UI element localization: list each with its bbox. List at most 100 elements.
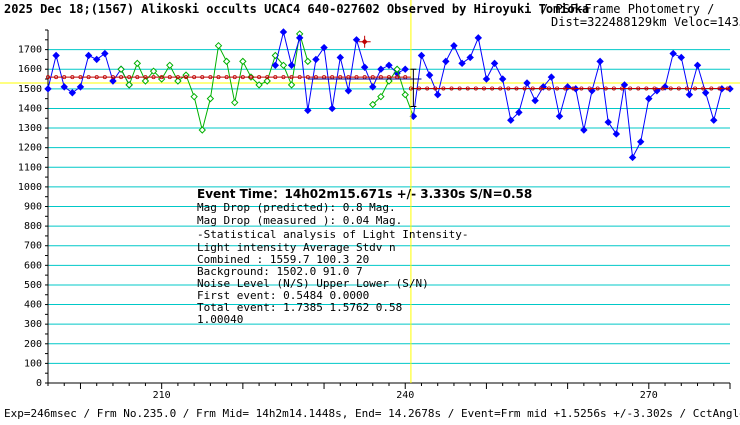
level-dot	[273, 75, 278, 80]
data-point	[360, 63, 369, 71]
level-dot	[546, 86, 551, 91]
level-dot	[701, 86, 706, 91]
data-point	[482, 75, 491, 83]
level-dot	[725, 86, 730, 91]
y-tick-label: 500	[24, 280, 42, 291]
y-tick-label: 700	[24, 241, 42, 252]
data-point	[263, 77, 271, 85]
stats-panel: Event Time：14h02m15.671s +/- 3.330s S/N=…	[197, 187, 532, 326]
data-series	[44, 28, 734, 162]
mag-drop-measured: Mag Drop (measured ): 0.04 Mag.	[197, 214, 402, 227]
data-point	[401, 65, 409, 73]
data-point	[117, 65, 125, 73]
y-axis-ticks: 0 100 200 300 400 500 600 700 800 900 1000 1100 1200…	[18, 29, 48, 389]
data-point	[60, 83, 68, 91]
data-point	[125, 81, 133, 89]
level-dot	[167, 75, 172, 80]
level-dot	[143, 75, 148, 80]
data-point	[701, 89, 710, 97]
level-dot	[611, 86, 616, 91]
level-dot	[240, 75, 245, 80]
level-dot	[620, 86, 625, 91]
level-dot	[297, 75, 302, 80]
data-point	[604, 118, 612, 126]
data-point	[287, 61, 296, 70]
y-tick-label: 400	[24, 300, 42, 311]
data-point	[434, 91, 442, 99]
data-point	[149, 67, 158, 75]
level-dot	[676, 86, 681, 91]
y-tick-label: 1600	[18, 64, 42, 75]
level-dot	[490, 86, 495, 91]
level-dot	[289, 75, 294, 80]
data-point	[710, 116, 718, 124]
level-dot	[184, 75, 189, 80]
data-point	[442, 57, 450, 66]
data-point	[287, 81, 296, 89]
data-point	[320, 43, 328, 52]
level-dot	[425, 86, 430, 91]
level-dot	[684, 86, 689, 91]
data-point	[417, 51, 426, 60]
level-dot	[224, 75, 229, 80]
level-dot	[481, 86, 486, 91]
level-dot	[449, 86, 454, 91]
data-point	[612, 130, 621, 138]
y-tick-label: 1200	[18, 143, 42, 154]
level-dot	[62, 75, 67, 80]
level-dot	[660, 86, 665, 91]
y-tick-label: 900	[24, 202, 42, 213]
data-point	[328, 104, 336, 113]
level-dot	[498, 86, 503, 91]
level-dot	[54, 75, 59, 80]
data-point	[474, 34, 483, 42]
level-dot	[530, 86, 535, 91]
data-point	[377, 65, 385, 73]
background-row: Background: 1502.0 91.0 7	[197, 265, 363, 278]
series-line-mid	[274, 31, 406, 111]
x-axis-ticks: 210 240 270	[47, 383, 731, 401]
data-point	[206, 94, 215, 103]
data-point	[669, 49, 677, 58]
level-dot	[563, 86, 568, 91]
data-point	[507, 116, 515, 124]
level-dot	[603, 86, 608, 91]
misc-value: 1.00040	[197, 313, 243, 326]
y-tick-label: 600	[24, 260, 42, 271]
series-line-pre	[47, 52, 130, 94]
data-point	[523, 79, 531, 87]
data-point	[133, 59, 142, 68]
data-point	[295, 34, 304, 42]
y-tick-label: 1500	[18, 84, 42, 95]
level-dot	[46, 75, 51, 80]
data-point	[555, 112, 564, 120]
data-point	[369, 100, 377, 109]
level-dot	[257, 75, 262, 80]
level-dot	[208, 75, 213, 80]
data-point	[352, 36, 361, 44]
level-dot	[628, 86, 633, 91]
level-dot	[119, 75, 124, 80]
data-point	[425, 71, 434, 79]
level-dot	[159, 75, 164, 80]
chart-method: / PSF-Frame Photometry /	[541, 2, 714, 16]
data-point	[458, 59, 466, 68]
level-dot	[86, 75, 91, 80]
level-dot	[538, 86, 543, 91]
level-dot	[636, 86, 641, 91]
data-point	[547, 73, 556, 81]
chart-overlays	[46, 0, 730, 383]
data-point	[279, 28, 288, 36]
data-point	[44, 85, 52, 93]
y-tick-label: 1000	[18, 182, 42, 193]
data-point	[109, 77, 117, 85]
level-dot	[579, 86, 584, 91]
data-point	[93, 55, 101, 64]
data-point	[101, 49, 109, 58]
data-point	[490, 59, 499, 68]
data-point	[231, 98, 239, 107]
level-dot	[248, 75, 253, 80]
x-tick-label: 210	[153, 390, 171, 401]
